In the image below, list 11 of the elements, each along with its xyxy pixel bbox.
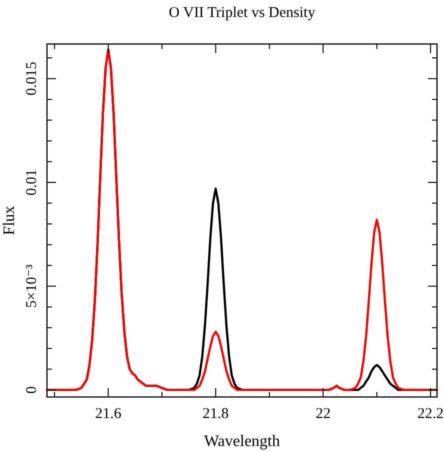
- y-tick-label: 0: [24, 386, 40, 394]
- chart-title: O VII Triplet vs Density: [168, 5, 316, 21]
- y-axis-title: Flux: [1, 206, 18, 236]
- x-tick-label: 22.2: [417, 406, 444, 422]
- x-axis-title: Wavelength: [204, 433, 280, 450]
- x-tick-label: 21.8: [202, 406, 229, 422]
- x-tick-label: 21.6: [95, 406, 122, 422]
- y-tick-label: 0.01: [24, 169, 40, 196]
- y-tick-label: 5×10⁻³: [24, 264, 40, 308]
- y-tick-label: 0.015: [24, 62, 40, 96]
- x-tick-label: 22: [316, 406, 331, 422]
